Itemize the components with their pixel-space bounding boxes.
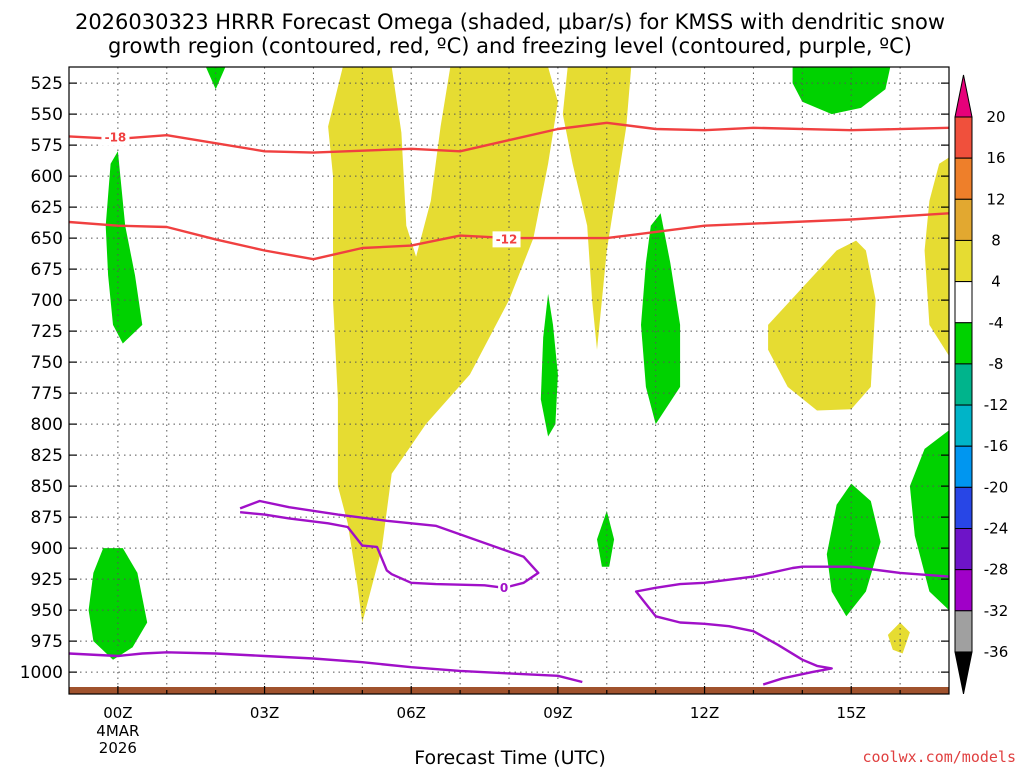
ytick-label-575: 575 [31,136,63,156]
colorbar-bin-16-20 [954,116,973,159]
ytick-label-625: 625 [31,198,63,218]
yellow-omega-main [328,67,558,623]
freezing-level-0 [239,499,540,589]
colorbar-label--32: -32 [984,602,1009,620]
colorbar-bin--28--24 [954,528,973,571]
green-omega-left [105,151,143,344]
colorbar-label--8: -8 [989,355,1004,373]
colorbar-bin-4-8 [954,239,973,283]
colorbar-bin--12--8 [954,363,973,406]
ytick-label-600: 600 [31,167,63,187]
freezing-level-0-label-bg [498,579,511,596]
colorbar-lower-triangle [954,651,973,695]
colorbar-bin--4-4 [954,281,973,324]
colorbar-label-20: 20 [986,108,1005,126]
colorbar-label--28: -28 [984,561,1009,579]
colorbar-label-12: 12 [986,190,1005,208]
ytick-label-700: 700 [31,291,63,311]
dgz-minus12 [69,212,949,261]
xtick-label-09Z: 09Z [543,704,572,722]
y-axis-ticks: 525 550 575 600 625 650 675 700 725 750 775 800 825 8… [20,74,949,683]
green-omega-bottomleft [88,548,148,660]
colorbar-bin-12-16 [954,157,973,200]
ytick-label-900: 900 [31,539,63,559]
xtick-label-00Z: 00Z [103,704,132,722]
ytick-label-925: 925 [31,570,63,590]
credit-text: coolwx.com/models [862,748,1016,766]
freezing-level-0-label: 0 [500,581,508,595]
omega-shading [88,67,949,660]
green-omega-small [597,510,615,567]
ytick-label-825: 825 [31,446,63,466]
colorbar-bin--24--20 [954,486,973,530]
colorbar-bin--36--32 [954,610,973,653]
green-omega-topright [792,67,891,115]
yellow-omega-small [887,622,910,654]
yellow-omega-center [562,67,632,350]
ytick-label-750: 750 [31,353,63,373]
ytick-label-950: 950 [31,601,63,621]
colorbar-bin--16--12 [954,404,973,447]
ytick-label-800: 800 [31,415,63,435]
colorbar-bin--32--28 [954,569,973,612]
colorbar-label--20: -20 [984,478,1009,496]
colorbar-upper-triangle [954,74,973,118]
ytick-label-1000: 1000 [20,663,63,683]
colorbar-label-16: 16 [986,149,1005,167]
xtick-sublabel-1: 4MAR [96,722,139,740]
dgz-minus18 [69,121,949,154]
dgz-minus12-label: -12 [496,232,518,246]
colorbar-label--12: -12 [984,396,1009,414]
ytick-label-875: 875 [31,508,63,528]
chart-title-line-1: 2026030323 HRRR Forecast Omega (shaded, … [75,10,945,34]
freezing-level-right [634,565,949,686]
ytick-label-850: 850 [31,477,63,497]
dgz-minus18-label: -18 [105,131,127,145]
ytick-label-650: 650 [31,229,63,249]
contour-lines: -18 -12 0 [69,121,949,686]
dgz-minus12-label-bg [492,231,521,248]
chart-title-line-2: growth region (contoured, red, ºC) and f… [108,34,912,58]
green-omega-mid [540,293,558,437]
colorbar-label--4: -4 [989,314,1004,332]
xtick-sublabel-2: 2026 [99,739,137,757]
colorbar-bin--8--4 [954,322,973,365]
green-omega-edge [909,430,949,611]
yellow-omega-right [768,240,876,411]
ytick-label-525: 525 [31,74,63,94]
ytick-label-675: 675 [31,260,63,280]
colorbar-label--16: -16 [984,437,1009,455]
ytick-label-975: 975 [31,632,63,652]
xtick-label-12Z: 12Z [690,704,719,722]
colorbar: 20 16 12 8 4 -4 -8 -12 -16 -20 -24 -28 -32 -36 [954,74,1009,695]
colorbar-label--24: -24 [984,520,1009,538]
x-axis-label: Forecast Time (UTC) [414,747,605,768]
ytick-label-725: 725 [31,322,63,342]
xtick-label-06Z: 06Z [397,704,426,722]
colorbar-bin-8-12 [954,198,973,241]
colorbar-label-8: 8 [991,231,1001,249]
colorbar-bin--20--16 [954,445,973,488]
green-omega-column [641,213,681,425]
colorbar-label-4: 4 [991,273,1001,291]
dgz-minus18-label-bg [101,129,130,146]
xtick-label-15Z: 15Z [837,704,866,722]
freezing-level-surface [69,651,583,684]
ytick-label-550: 550 [31,105,63,125]
xtick-label-03Z: 03Z [250,704,279,722]
colorbar-label--36: -36 [984,643,1009,661]
ytick-label-775: 775 [31,384,63,404]
